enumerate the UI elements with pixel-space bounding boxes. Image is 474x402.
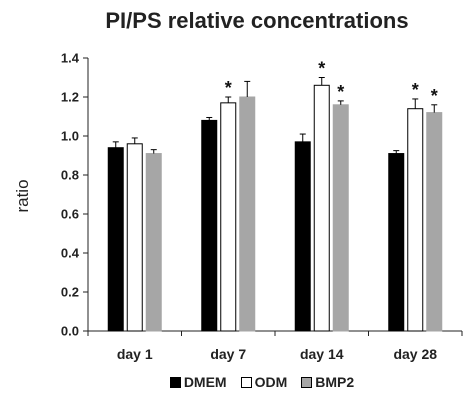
bar-dmem <box>294 141 311 332</box>
y-tick-label: 1.2 <box>61 90 79 105</box>
legend-item-bmp2: BMP2 <box>301 374 354 390</box>
significance-marker: * <box>431 86 438 106</box>
y-tick-label: 0.6 <box>61 207 79 222</box>
significance-marker: * <box>225 78 232 98</box>
y-tick-label: 1.4 <box>61 51 80 66</box>
x-tick-label: day 1 <box>117 346 153 362</box>
significance-marker: * <box>318 59 325 79</box>
bar-dmem <box>388 153 405 332</box>
bar-bmp2 <box>239 96 256 332</box>
y-tick-label: 0.4 <box>61 246 80 261</box>
bar-dmem <box>107 147 124 332</box>
bar-bmp2 <box>332 104 349 332</box>
y-axis: 0.0 0.2 0.4 0.6 0.8 1.0 1.2 1.4 <box>61 51 89 339</box>
bars: * * * * * <box>107 59 443 332</box>
x-tick-label: day 7 <box>210 346 246 362</box>
y-tick-label: 0.2 <box>61 285 79 300</box>
legend-item-dmem: DMEM <box>169 374 227 390</box>
y-tick-label: 1.0 <box>61 129 79 144</box>
legend-swatch-dmem <box>169 376 181 388</box>
legend-label-dmem: DMEM <box>183 374 227 390</box>
bar-odm <box>220 102 237 332</box>
x-tick-label: day 14 <box>300 346 344 362</box>
legend-label-bmp2: BMP2 <box>315 374 355 390</box>
chart-title: PI/PS relative concentrations <box>105 8 409 33</box>
x-tick-label: day 28 <box>393 346 437 362</box>
legend-label-odm: ODM <box>254 374 288 390</box>
bar-bmp2 <box>145 153 162 332</box>
y-tick-label: 0.8 <box>61 168 79 183</box>
bar-odm <box>407 108 424 332</box>
x-axis: day 1 day 7 day 14 day 28 <box>87 330 463 362</box>
bar-odm <box>126 143 143 332</box>
legend-swatch-bmp2 <box>301 376 313 388</box>
y-tick-label: 0.0 <box>61 324 79 339</box>
legend-item-odm: ODM <box>240 374 288 390</box>
legend-swatch-odm <box>240 376 252 388</box>
bar-bmp2 <box>426 112 443 332</box>
bar-odm <box>313 84 330 332</box>
significance-marker: * <box>337 82 344 102</box>
legend: DMEM ODM BMP2 <box>0 374 474 390</box>
significance-marker: * <box>412 80 419 100</box>
bar-dmem <box>201 119 218 332</box>
